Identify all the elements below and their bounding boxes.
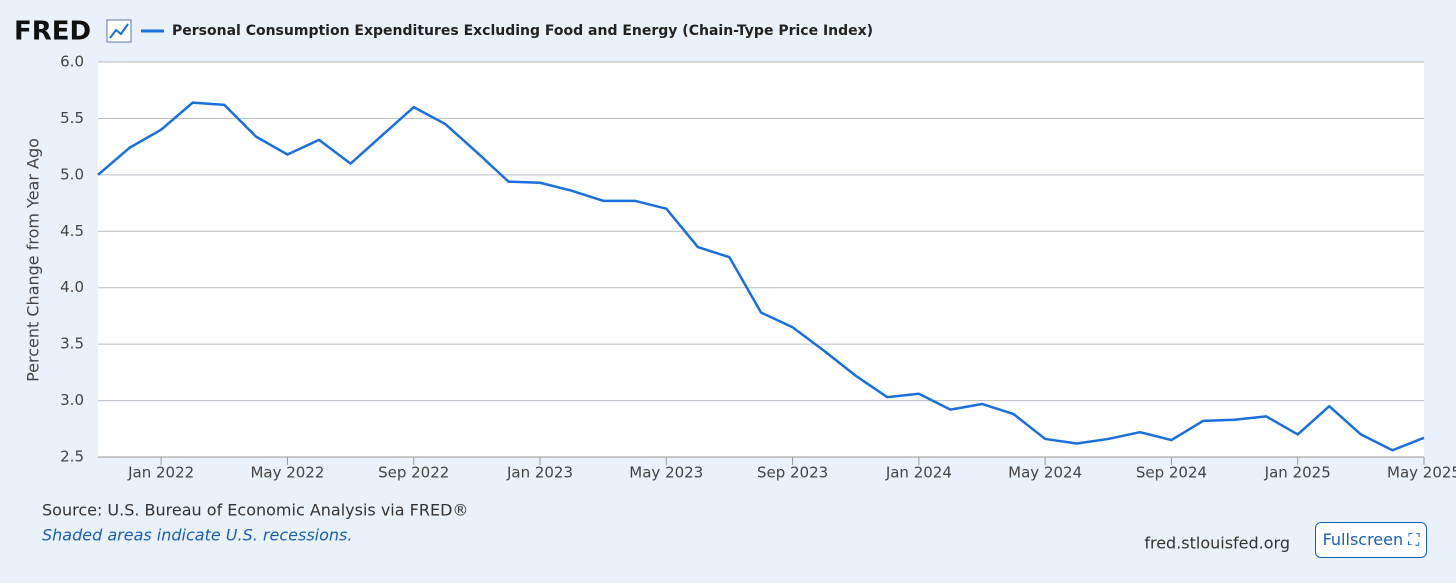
- source: Source: U.S. Bureau of Economic Analysis…: [42, 501, 468, 520]
- y-axis-label: Percent Change from Year Ago: [24, 138, 43, 382]
- fullscreen-button[interactable]: Fullscreen ⛶: [1315, 522, 1427, 558]
- y-tick-label: 4.0: [60, 278, 84, 296]
- x-tick-label: Jan 2024: [885, 464, 952, 482]
- x-tick-label: Sep 2022: [378, 464, 449, 482]
- x-tick-label: Sep 2023: [757, 464, 828, 482]
- logo: FRED: [14, 17, 91, 47]
- plot-area: [98, 62, 1424, 457]
- series-line: [97, 101, 1425, 452]
- y-tick-label: 5.5: [60, 109, 84, 127]
- y-tick-label: 4.5: [60, 222, 84, 240]
- x-tick-label: Jan 2022: [127, 464, 194, 482]
- x-tick-label: May 2022: [250, 464, 324, 482]
- y-tick-label: 6.0: [60, 53, 84, 71]
- y-tick-label: 2.5: [60, 448, 84, 466]
- site: fred.stlouisfed.org: [1144, 534, 1290, 553]
- x-tick-label: Jan 2025: [1264, 464, 1331, 482]
- y-tick-label: 5.0: [60, 165, 84, 183]
- x-tick-label: May 2023: [629, 464, 703, 482]
- logo-icon-line: [109, 23, 129, 39]
- x-tick-label: Sep 2024: [1136, 464, 1207, 482]
- legend-label: Personal Consumption Expenditures Exclud…: [172, 23, 873, 39]
- x-tick-label: May 2024: [1008, 464, 1082, 482]
- note: Shaded areas indicate U.S. recessions.: [42, 526, 352, 545]
- y-tick-label: 3.0: [60, 391, 84, 409]
- y-tick-label: 3.5: [60, 335, 84, 353]
- logo-icon: [106, 19, 132, 43]
- x-tick-label: May 2025: [1387, 464, 1456, 482]
- x-tick-label: Jan 2023: [506, 464, 573, 482]
